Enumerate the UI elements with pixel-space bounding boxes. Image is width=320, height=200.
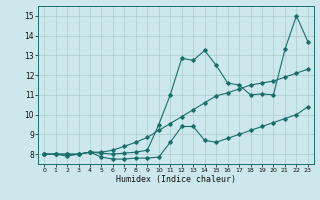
X-axis label: Humidex (Indice chaleur): Humidex (Indice chaleur) xyxy=(116,175,236,184)
